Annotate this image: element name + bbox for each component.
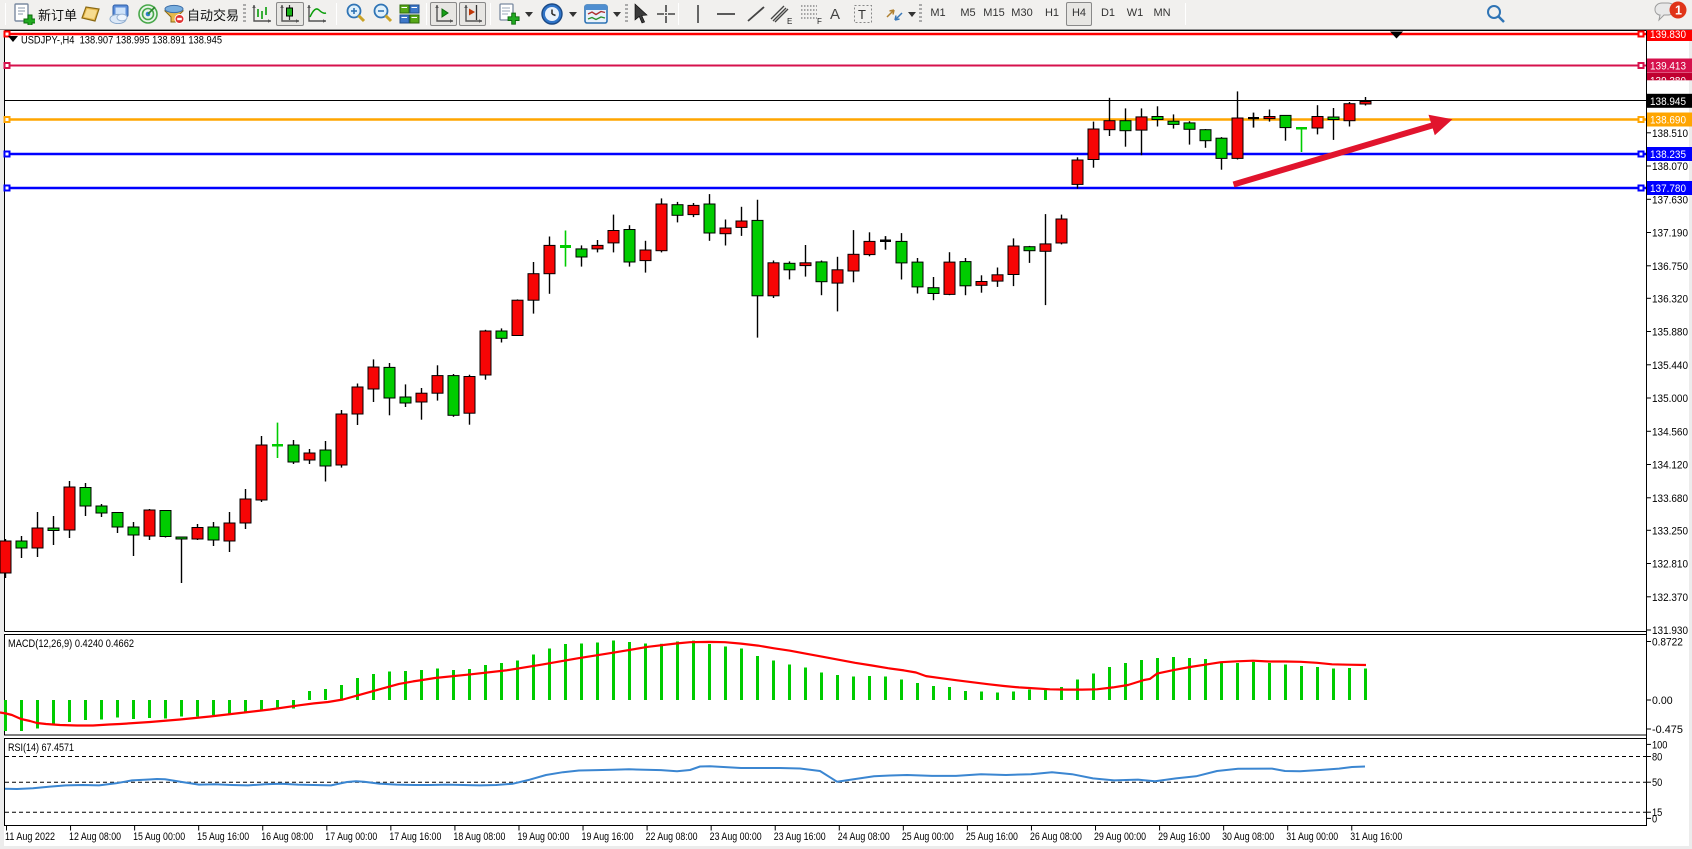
svg-text:12 Aug 08:00: 12 Aug 08:00 [69,831,121,843]
svg-text:18 Aug 08:00: 18 Aug 08:00 [453,831,505,843]
svg-text:31 Aug 00:00: 31 Aug 00:00 [1286,831,1338,843]
svg-text:22 Aug 08:00: 22 Aug 08:00 [646,831,698,843]
svg-text:138.510: 138.510 [1652,128,1688,140]
svg-text:0: 0 [1652,813,1657,825]
svg-text:135.440: 135.440 [1652,360,1688,372]
svg-text:135.880: 135.880 [1652,327,1688,339]
svg-text:16 Aug 08:00: 16 Aug 08:00 [261,831,313,843]
svg-text:29 Aug 00:00: 29 Aug 00:00 [1094,831,1146,843]
svg-text:RSI(14) 67.4571: RSI(14) 67.4571 [8,742,74,754]
svg-text:25 Aug 00:00: 25 Aug 00:00 [902,831,954,843]
svg-text:29 Aug 16:00: 29 Aug 16:00 [1158,831,1210,843]
svg-text:138.070: 138.070 [1652,161,1688,173]
svg-text:1: 1 [1675,4,1682,18]
svg-text:25 Aug 16:00: 25 Aug 16:00 [966,831,1018,843]
svg-text:17 Aug 00:00: 17 Aug 00:00 [325,831,377,843]
svg-text:0.00: 0.00 [1652,695,1673,707]
svg-text:15 Aug 00:00: 15 Aug 00:00 [133,831,185,843]
svg-text:-0.475: -0.475 [1652,724,1683,736]
svg-text:15 Aug 16:00: 15 Aug 16:00 [197,831,249,843]
svg-text:139.380: 139.380 [1650,76,1686,88]
svg-text:MACD(12,26,9) 0.4240 0.4662: MACD(12,26,9) 0.4240 0.4662 [8,638,134,650]
svg-text:26 Aug 08:00: 26 Aug 08:00 [1030,831,1082,843]
svg-text:19 Aug 00:00: 19 Aug 00:00 [517,831,569,843]
svg-text:A: A [830,6,840,23]
svg-text:T: T [858,7,866,22]
svg-text:132.370: 132.370 [1652,592,1688,604]
svg-text:132.810: 132.810 [1652,559,1688,571]
svg-text:133.250: 133.250 [1652,525,1688,537]
svg-text:139.830: 139.830 [1650,29,1686,41]
svg-text:24 Aug 08:00: 24 Aug 08:00 [838,831,890,843]
svg-text:134.120: 134.120 [1652,460,1688,472]
svg-text:134.560: 134.560 [1652,426,1688,438]
svg-text:131.930: 131.930 [1652,625,1688,637]
svg-text:0.8722: 0.8722 [1652,637,1683,649]
svg-text:100: 100 [1652,739,1667,751]
svg-text:F: F [817,17,822,25]
svg-text:23 Aug 16:00: 23 Aug 16:00 [774,831,826,843]
svg-text:137.630: 137.630 [1652,194,1688,206]
svg-text:USDJPY-,H4 138.907 138.995 13: USDJPY-,H4 138.907 138.995 138.891 138.9… [21,35,222,47]
svg-text:136.320: 136.320 [1652,293,1688,305]
svg-text:136.750: 136.750 [1652,261,1688,273]
svg-text:138.235: 138.235 [1650,149,1686,161]
svg-text:137.190: 137.190 [1652,228,1688,240]
svg-text:15: 15 [1652,807,1662,819]
svg-text:80: 80 [1652,752,1662,764]
svg-text:E: E [787,17,792,25]
svg-text:137.780: 137.780 [1650,183,1686,195]
svg-text:11 Aug 2022: 11 Aug 2022 [5,831,55,843]
svg-text:30 Aug 08:00: 30 Aug 08:00 [1222,831,1274,843]
svg-text:138.945: 138.945 [1650,96,1686,108]
svg-text:139.413: 139.413 [1650,61,1686,73]
svg-text:31 Aug 16:00: 31 Aug 16:00 [1350,831,1402,843]
svg-text:138.690: 138.690 [1650,115,1686,127]
svg-text:17 Aug 16:00: 17 Aug 16:00 [389,831,441,843]
svg-text:50: 50 [1652,777,1662,789]
svg-text:135.000: 135.000 [1652,393,1688,405]
svg-text:19 Aug 16:00: 19 Aug 16:00 [582,831,634,843]
svg-text:23 Aug 00:00: 23 Aug 00:00 [710,831,762,843]
svg-text:133.680: 133.680 [1652,493,1688,505]
